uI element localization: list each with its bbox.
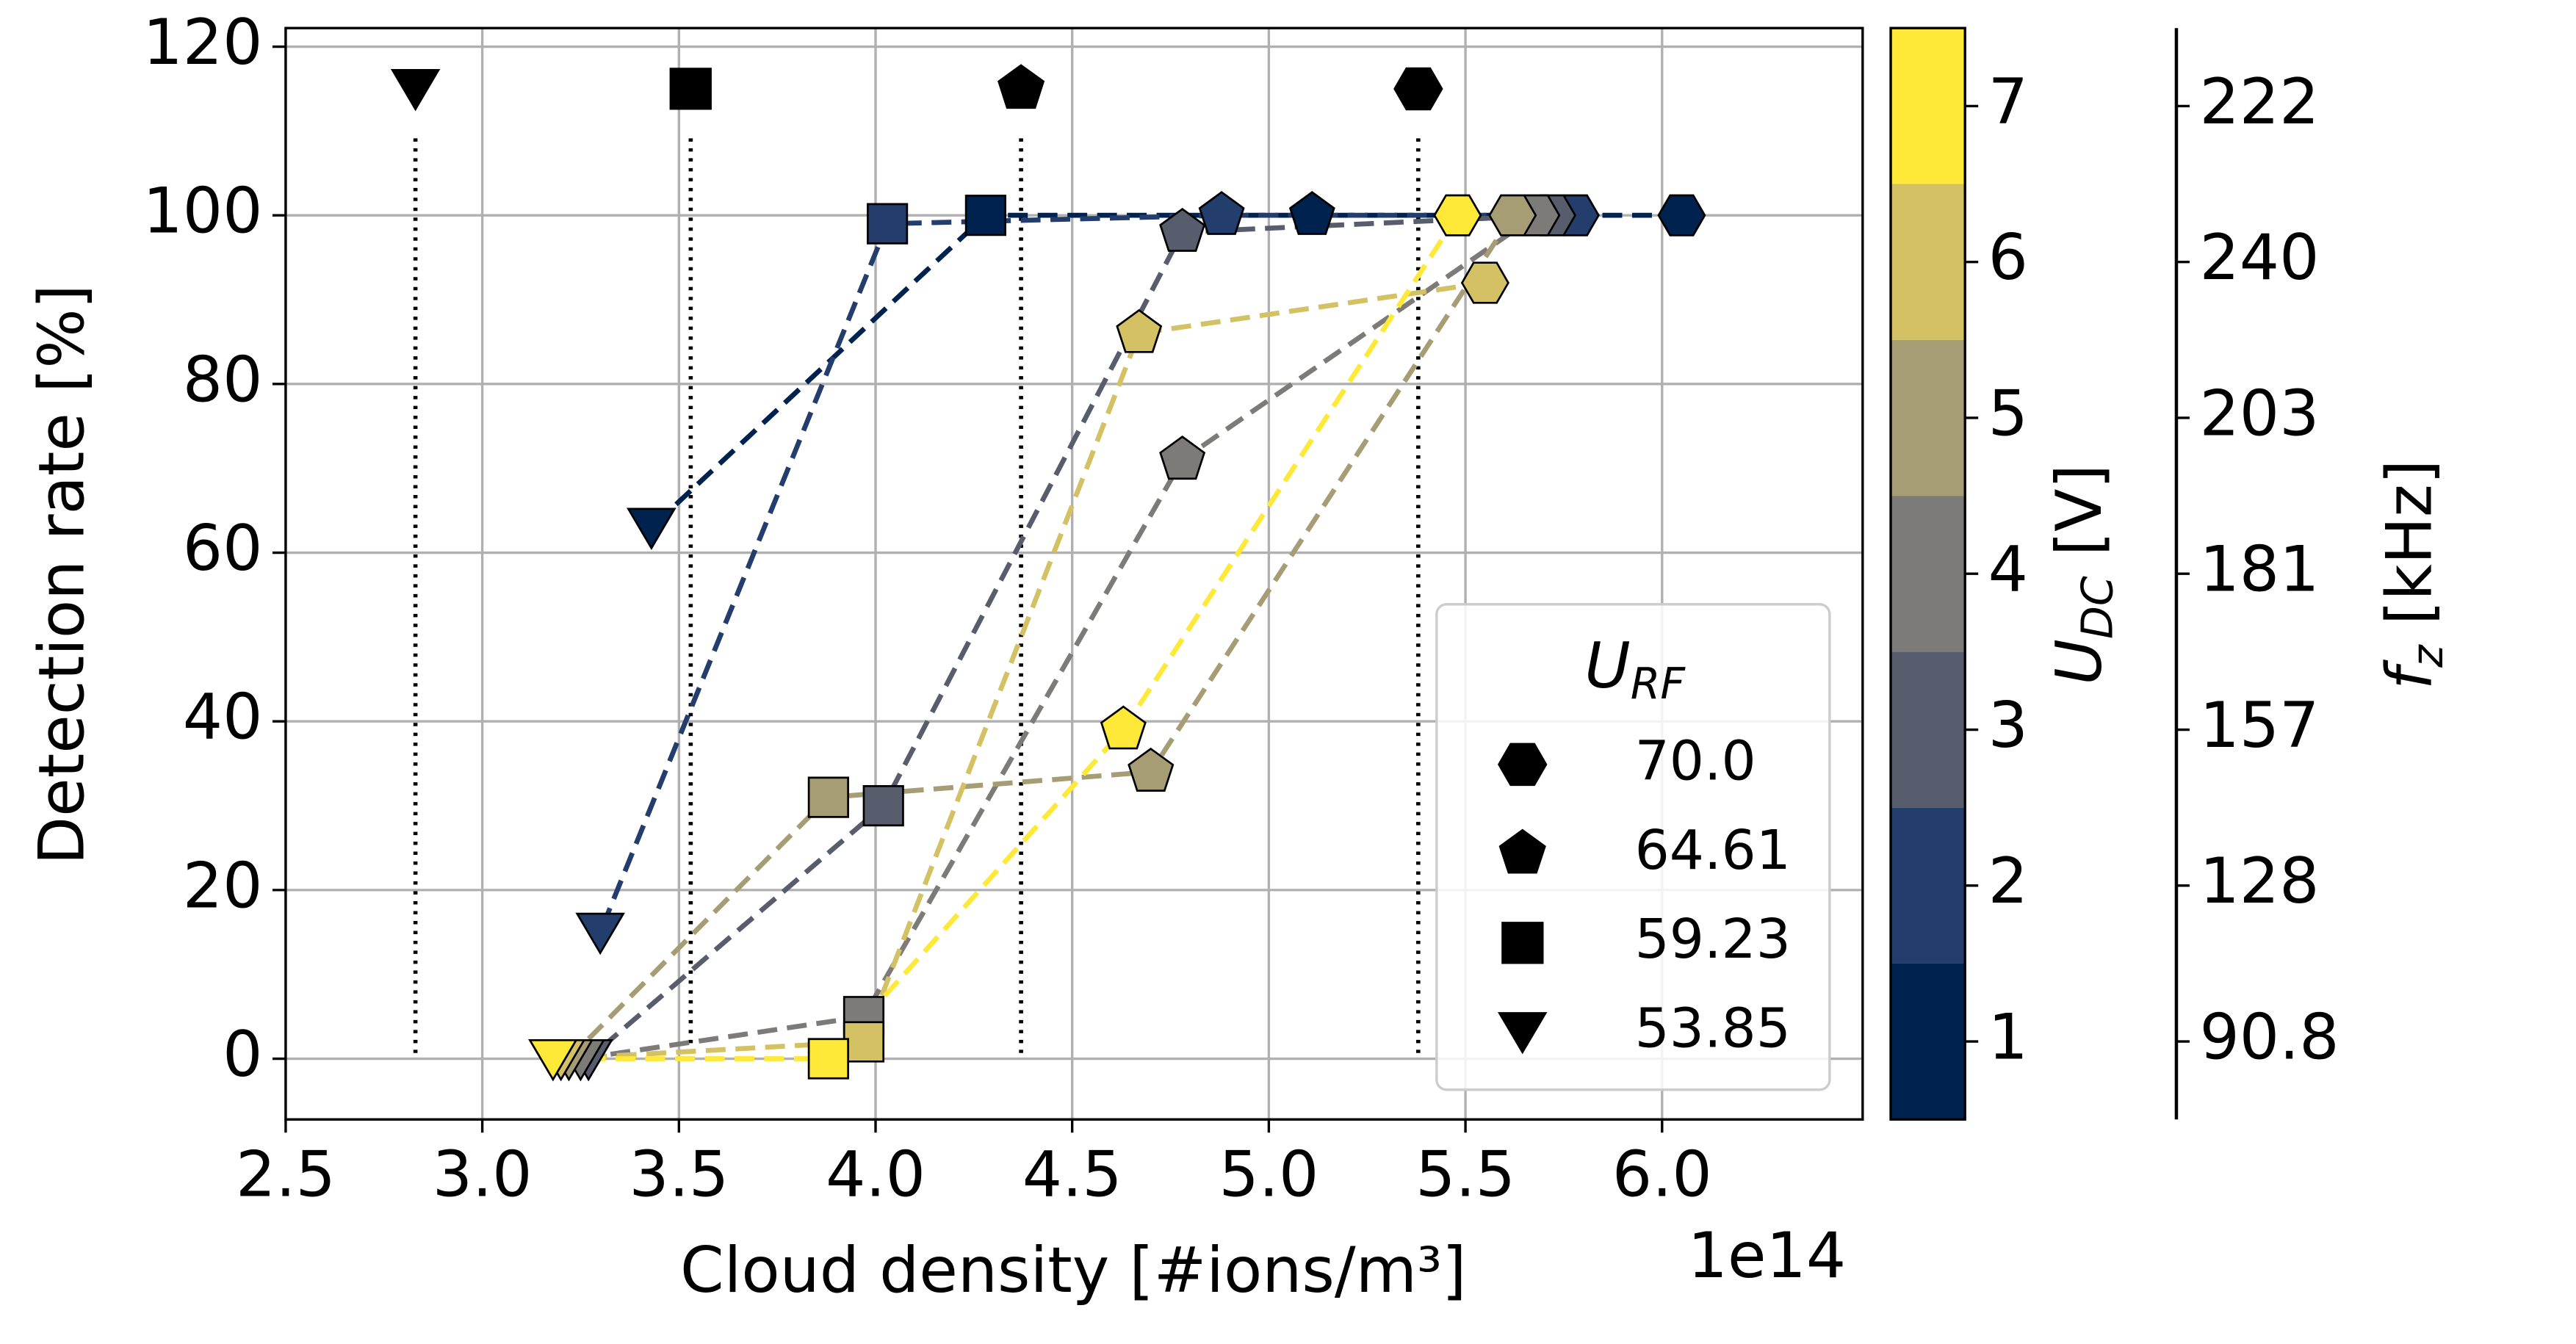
- colorbar-label-unit: [V]: [2044, 464, 2117, 576]
- legend-label: 59.23: [1635, 908, 1791, 971]
- colorbar-segment: [1891, 963, 1966, 1120]
- data-point: [575, 912, 626, 955]
- x-tick-label: 5.5: [1415, 1139, 1515, 1212]
- legend-title-main: U: [1584, 630, 1631, 703]
- x-tick-label: 4.0: [826, 1139, 926, 1212]
- colorbar-label: UDC [V]: [2044, 464, 2123, 685]
- series-line: [587, 212, 1553, 1061]
- data-point: [1128, 747, 1175, 792]
- y-tick-label: 120: [142, 7, 262, 79]
- colorbar-segment: [1891, 496, 1966, 652]
- secondary-label-sub: z: [2403, 644, 2453, 668]
- plot-frame: [284, 26, 1864, 1121]
- y-axis-label: Detection rate [%]: [26, 284, 98, 864]
- secondary-tick-label: 222: [2199, 66, 2319, 139]
- colorbar-label-sub: DC: [2073, 576, 2123, 639]
- x-tick-label: 4.5: [1022, 1139, 1122, 1212]
- secondary-tick-label: 240: [2199, 222, 2319, 295]
- legend-title-sub: RF: [1631, 659, 1686, 709]
- x-tick-label: 6.0: [1612, 1139, 1712, 1212]
- data-point: [1460, 261, 1509, 304]
- colorbar-label-main: U: [2044, 639, 2117, 685]
- legend-label: 70.0: [1635, 729, 1756, 792]
- series-line: [598, 212, 1576, 933]
- x-tick-label: 3.5: [629, 1139, 729, 1212]
- data-point: [867, 203, 909, 245]
- x-axis-label: Cloud density [#ions/m³]: [680, 1235, 1466, 1307]
- legend-marker: [1498, 1012, 1548, 1055]
- series-line: [560, 280, 1486, 1061]
- x-offset-label: 1e14: [1688, 1220, 1847, 1293]
- legend-marker: [1501, 922, 1544, 964]
- y-tick-label: 60: [183, 513, 263, 585]
- data-point: [964, 195, 1006, 236]
- data-point: [1159, 435, 1206, 480]
- colorbar-tick-label: 3: [1988, 690, 2028, 762]
- y-tick-label: 0: [223, 1019, 262, 1091]
- data-point: [807, 1038, 849, 1080]
- legend-title: URF: [1584, 630, 1686, 709]
- x-tick-label: 3.0: [433, 1139, 533, 1212]
- secondary-tick-label: 157: [2199, 690, 2319, 762]
- secondary-tick-label: 203: [2199, 377, 2319, 450]
- data-point: [1288, 191, 1335, 235]
- colorbar-segment: [1891, 651, 1966, 808]
- colorbar-tick-label: 1: [1988, 1002, 2028, 1074]
- data-point: [1657, 194, 1706, 236]
- x-tick-label: 2.5: [236, 1139, 336, 1212]
- colorbar-segment: [1891, 807, 1966, 964]
- secondary-label-unit: [kHz]: [2374, 460, 2447, 645]
- secondary-axis-label: fz [kHz]: [2374, 460, 2453, 690]
- series-line: [580, 213, 1538, 1061]
- colorbar-segment: [1891, 184, 1966, 340]
- y-tick-label: 100: [142, 176, 262, 248]
- series-line: [567, 214, 1515, 1061]
- data-point: [1116, 308, 1163, 353]
- colorbar-tick-label: 4: [1988, 534, 2028, 607]
- colorbar-tick-label: 6: [1988, 222, 2028, 295]
- data-point: [862, 784, 904, 827]
- data-point: [1433, 194, 1482, 236]
- legend-box: [1435, 603, 1831, 1091]
- secondary-tick-label: 128: [2199, 845, 2319, 918]
- data-point: [1198, 191, 1245, 235]
- data-point: [1159, 207, 1206, 252]
- reference-marker: [390, 69, 441, 112]
- data-point: [627, 507, 677, 551]
- y-tick-label: 40: [183, 682, 263, 754]
- reference-marker: [997, 64, 1045, 109]
- colorbar-segment: [1891, 28, 1966, 184]
- legend-label: 53.85: [1635, 997, 1791, 1061]
- reference-marker: [669, 68, 712, 110]
- series-line: [552, 214, 1460, 1061]
- reference-marker: [1393, 67, 1443, 111]
- legend-label: 64.61: [1635, 819, 1791, 882]
- x-tick-label: 5.0: [1219, 1139, 1318, 1212]
- data-point: [807, 776, 849, 818]
- legend-marker: [1498, 828, 1546, 874]
- colorbar-segment: [1891, 339, 1966, 496]
- secondary-tick-label: 90.8: [2199, 1002, 2339, 1074]
- secondary-tick-label: 181: [2199, 534, 2319, 607]
- colorbar-tick-label: 2: [1988, 845, 2028, 918]
- data-point: [843, 1021, 885, 1063]
- data-point: [528, 1038, 578, 1082]
- data-point: [1488, 194, 1537, 236]
- y-tick-label: 20: [183, 850, 263, 922]
- colorbar-tick-label: 7: [1988, 66, 2028, 139]
- legend-marker: [1498, 743, 1548, 787]
- y-tick-label: 80: [183, 344, 263, 416]
- data-point: [1100, 705, 1147, 750]
- colorbar-tick-label: 5: [1988, 377, 2028, 450]
